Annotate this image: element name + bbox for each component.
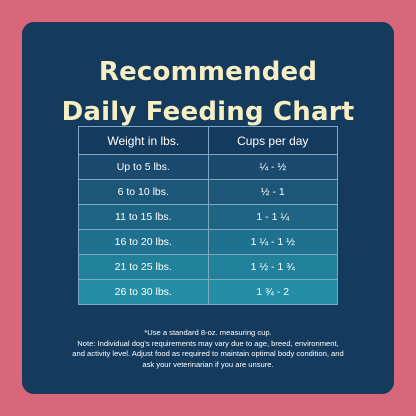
weight-cell: Up to 5 lbs. — [78, 154, 209, 180]
weight-cell: 16 to 20 lbs. — [78, 229, 209, 255]
cups-cell: ¼ - ½ — [207, 154, 338, 180]
footnote-line: Note: Individual dog's requirements may … — [77, 338, 339, 348]
weight-cell: 11 to 15 lbs. — [78, 204, 209, 230]
table-row: 11 to 15 lbs. 1 - 1 ¼ — [78, 204, 338, 230]
table-row: Up to 5 lbs. ¼ - ½ — [78, 154, 338, 180]
cups-cell: 1 ¼ - 1 ½ — [207, 229, 338, 255]
table-row: 6 to 10 lbs. ½ - 1 — [78, 179, 338, 205]
title-line-2: Daily Feeding Chart — [61, 97, 355, 127]
title-line-1: Recommended — [98, 57, 318, 87]
cups-cell: ½ - 1 — [207, 179, 338, 205]
footnote-line: *Use a standard 8-oz. measuring cup. — [144, 328, 272, 337]
table-row: 16 to 20 lbs. 1 ¼ - 1 ½ — [78, 229, 338, 255]
cups-cell: 1 - 1 ¼ — [207, 204, 338, 230]
weight-cell: 6 to 10 lbs. — [78, 179, 209, 205]
feeding-table: Weight in lbs. Cups per day Up to 5 lbs.… — [78, 126, 338, 305]
cups-cell: 1 ½ - 1 ¾ — [207, 254, 338, 280]
weight-cell: 26 to 30 lbs. — [78, 279, 209, 305]
cups-cell: 1 ¾ - 2 — [207, 279, 338, 305]
weight-cell: 21 to 25 lbs. — [78, 254, 209, 280]
table-row: 21 to 25 lbs. 1 ½ - 1 ¾ — [78, 254, 338, 280]
page-title: Recommended Daily Feeding Chart — [22, 52, 394, 132]
footnote-line: and activity level. Adjust food as requi… — [72, 349, 344, 359]
table-row: 26 to 30 lbs. 1 ¾ - 2 — [78, 279, 338, 305]
footnote-line: ask your veterinarian if you are unsure. — [142, 359, 274, 369]
header-weight: Weight in lbs. — [78, 126, 209, 155]
footnote: *Use a standard 8-oz. measuring cup. Not… — [32, 328, 384, 370]
feeding-chart-card: Recommended Daily Feeding Chart Weight i… — [22, 22, 394, 394]
table-header-row: Weight in lbs. Cups per day — [78, 126, 338, 155]
header-cups: Cups per day — [207, 126, 338, 155]
